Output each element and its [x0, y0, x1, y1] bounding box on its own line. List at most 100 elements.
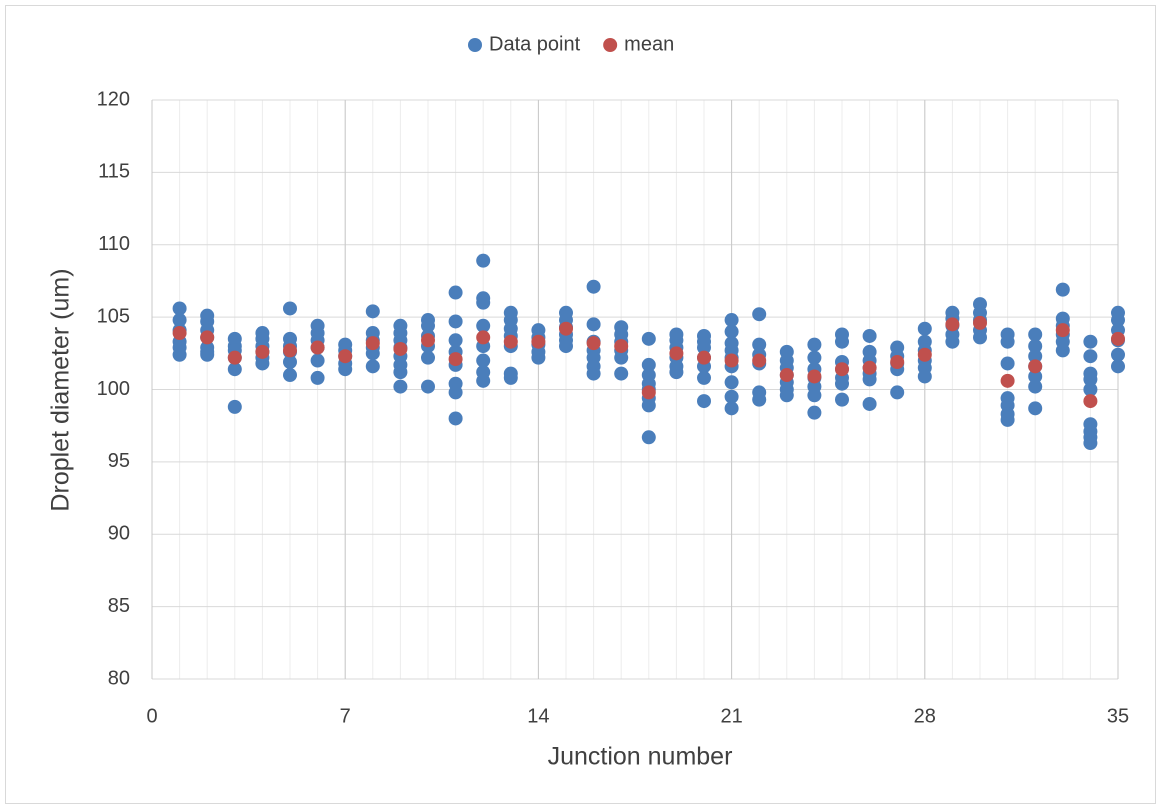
data-point [559, 339, 573, 354]
data-point [310, 370, 325, 385]
chart-border [5, 5, 1156, 804]
x-tick-label: 14 [527, 705, 549, 727]
data-point [1028, 379, 1043, 394]
data-point [310, 340, 325, 355]
data-point [835, 376, 849, 391]
data-point [614, 366, 629, 381]
data-point [476, 318, 491, 333]
data-point [724, 324, 739, 339]
data-point [1028, 369, 1043, 384]
data-point [669, 365, 684, 380]
data-point [1000, 412, 1015, 427]
x-tick-label: 35 [1107, 705, 1129, 727]
y-tick-label: 100 [97, 378, 130, 400]
data-point [807, 405, 822, 420]
data-point [1000, 356, 1015, 371]
data-point [1083, 372, 1098, 387]
data-point [641, 357, 656, 372]
data-point [1028, 349, 1043, 364]
data-point [531, 334, 546, 349]
data-point [641, 331, 656, 346]
data-point [172, 326, 187, 341]
x-tick-label: 0 [146, 705, 157, 727]
data-point [724, 401, 739, 416]
data-point [1055, 323, 1070, 338]
data-point [503, 334, 518, 349]
y-tick-label: 120 [97, 88, 130, 110]
legend-marker [603, 38, 618, 52]
data-point [1083, 436, 1098, 451]
y-tick-label: 115 [98, 161, 130, 183]
data-point [890, 385, 905, 400]
data-point [1111, 331, 1125, 346]
data-point [1028, 359, 1043, 374]
data-point [586, 366, 601, 381]
data-point [641, 385, 656, 400]
data-point [779, 388, 794, 403]
data-point [586, 336, 601, 351]
data-point [476, 330, 491, 345]
data-point [1111, 313, 1125, 328]
data-point [200, 330, 215, 345]
data-point [724, 389, 739, 404]
data-point [614, 350, 629, 365]
data-point [503, 370, 518, 385]
data-point [669, 346, 684, 361]
data-point [476, 373, 491, 388]
data-point [1000, 334, 1015, 349]
data-point [172, 313, 187, 328]
data-point [393, 365, 408, 380]
data-point [862, 372, 877, 387]
data-point [365, 336, 380, 351]
data-point [862, 328, 877, 343]
data-point [421, 318, 435, 333]
y-tick-label: 85 [108, 595, 130, 617]
data-point [559, 321, 573, 336]
data-point [1083, 334, 1098, 349]
x-tick-label: 21 [720, 705, 742, 727]
data-point [476, 353, 491, 368]
data-point [227, 399, 242, 414]
legend-label: mean [624, 33, 674, 55]
data-point [1028, 339, 1043, 354]
y-tick-label: 80 [108, 667, 130, 689]
data-point [779, 368, 794, 383]
legend-marker [468, 38, 482, 52]
data-point [1111, 347, 1125, 362]
data-point [338, 362, 353, 377]
data-point [393, 341, 408, 356]
data-point [448, 385, 463, 400]
data-point [200, 347, 215, 362]
y-tick-label: 110 [98, 233, 130, 255]
data-point [697, 394, 711, 409]
y-tick-label: 90 [108, 523, 130, 545]
data-point [697, 370, 711, 385]
data-point [890, 354, 905, 369]
data-point [338, 349, 353, 364]
data-point [227, 362, 242, 377]
data-point [752, 392, 767, 407]
data-point [697, 350, 711, 365]
data-point [586, 279, 601, 294]
data-point [365, 304, 380, 319]
data-point [448, 285, 463, 300]
data-point [1111, 359, 1125, 374]
data-point [476, 295, 491, 310]
data-point [255, 356, 270, 371]
data-point [724, 353, 739, 368]
legend-label: Data point [489, 33, 581, 55]
x-tick-label: 28 [914, 705, 936, 727]
data-point [641, 430, 656, 445]
data-point [1028, 401, 1043, 416]
data-point [421, 350, 435, 365]
data-point [421, 379, 435, 394]
data-point [421, 333, 435, 348]
data-point [283, 301, 297, 316]
data-point [807, 350, 822, 365]
data-point [917, 369, 932, 384]
data-point [752, 353, 767, 368]
data-point [945, 334, 960, 349]
data-point [835, 362, 849, 377]
data-point [283, 343, 297, 358]
